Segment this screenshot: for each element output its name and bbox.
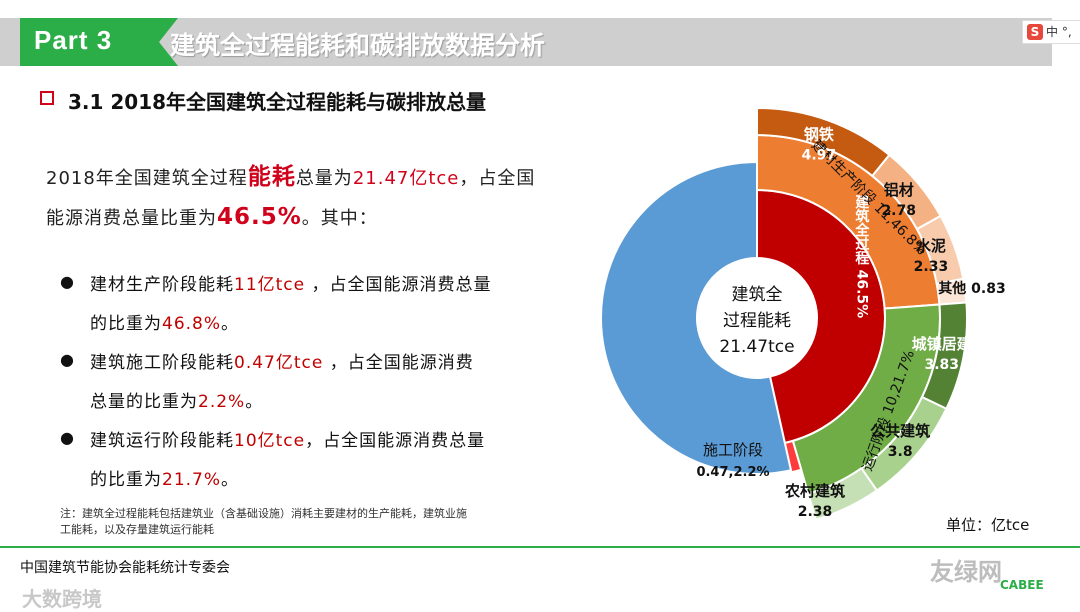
material-label-3: 其他 0.83 [938, 280, 1005, 297]
note-line-2: 工能耗，以及存量建筑运行能耗 [60, 523, 214, 536]
part-label: Part 3 [34, 25, 113, 55]
center-value: 21.47tce [719, 337, 794, 357]
center-label-2: 过程能耗 [723, 311, 791, 331]
cabee-logo: CABEE [1000, 578, 1044, 592]
bullet-2-line-1: 建筑施工阶段能耗0.47亿tce ，占全国能源消费 [90, 353, 474, 373]
bullet-1-line-1: 建材生产阶段能耗11亿tce ，占全国能源消费总量 [90, 275, 492, 295]
total-label: 建筑全过程 46.5% [853, 194, 870, 318]
operation-name-0: 城镇居建 [912, 335, 973, 353]
stage-slice-2 [783, 439, 803, 474]
sogou-icon: S [1027, 24, 1043, 40]
section-checkbox-icon [40, 91, 54, 105]
header-bar [0, 18, 1052, 66]
material-value-0: 4.97 [802, 148, 837, 164]
footer-org: 中国建筑节能协会能耗统计专委会 [20, 560, 230, 576]
material-name-2: 水泥 [916, 237, 946, 255]
watermark-left: 大数跨境 [22, 587, 102, 611]
material-name-0: 钢铁 [804, 126, 834, 144]
section-title: 3.1 2018年全国建筑全过程能耗与碳排放总量 [68, 90, 487, 114]
operation-name-1: 公共建筑 [870, 422, 930, 440]
page-title: 建筑全过程能耗和碳排放数据分析 [170, 31, 546, 60]
operation-slice-2 [807, 466, 879, 521]
stage-label-2-name: 施工阶段 [703, 441, 763, 459]
badge-text: 中 °, [1046, 25, 1072, 39]
stage-label-2-value: 0.47,2.2% [696, 465, 769, 480]
footer-divider [0, 546, 1080, 548]
bullet-3-line-1: 建筑运行阶段能耗10亿tce，占全国能源消费总量 [90, 431, 486, 451]
operation-value-2: 2.38 [798, 504, 833, 520]
bullet-dot: ● [60, 428, 74, 447]
material-value-2: 2.33 [914, 259, 949, 275]
material-value-1: 2.78 [881, 203, 916, 219]
bullet-2-line-2: 总量的比重为2.2%。 [90, 392, 264, 412]
bullet-dot: ● [60, 350, 74, 369]
part-tab [20, 18, 178, 66]
material-name-1: 铝材 [884, 181, 914, 199]
note-line-1: 注：建筑全过程能耗包括建筑业（含基础设施）消耗主要建材的生产能耗，建筑业施 [60, 507, 467, 520]
bullet-dot: ● [60, 272, 74, 291]
bullet-3-line-2: 的比重为21.7%。 [90, 470, 240, 490]
watermark-right: 友绿网 [930, 558, 1002, 586]
operation-value-1: 3.8 [888, 444, 913, 460]
unit-label: 单位：亿tce [946, 516, 1030, 534]
operation-name-2: 农村建筑 [784, 482, 845, 500]
rest-slice [600, 160, 793, 475]
center-label-1: 建筑全 [732, 285, 783, 305]
operation-value-0: 3.83 [924, 357, 959, 373]
intro-line-1: 2018年全国建筑全过程能耗总量为21.47亿tce，占全国 [46, 164, 536, 190]
bullet-1-line-2: 的比重为46.8%。 [90, 314, 240, 334]
intro-line-2: 能源消费总量比重为46.5%。其中： [46, 204, 378, 230]
